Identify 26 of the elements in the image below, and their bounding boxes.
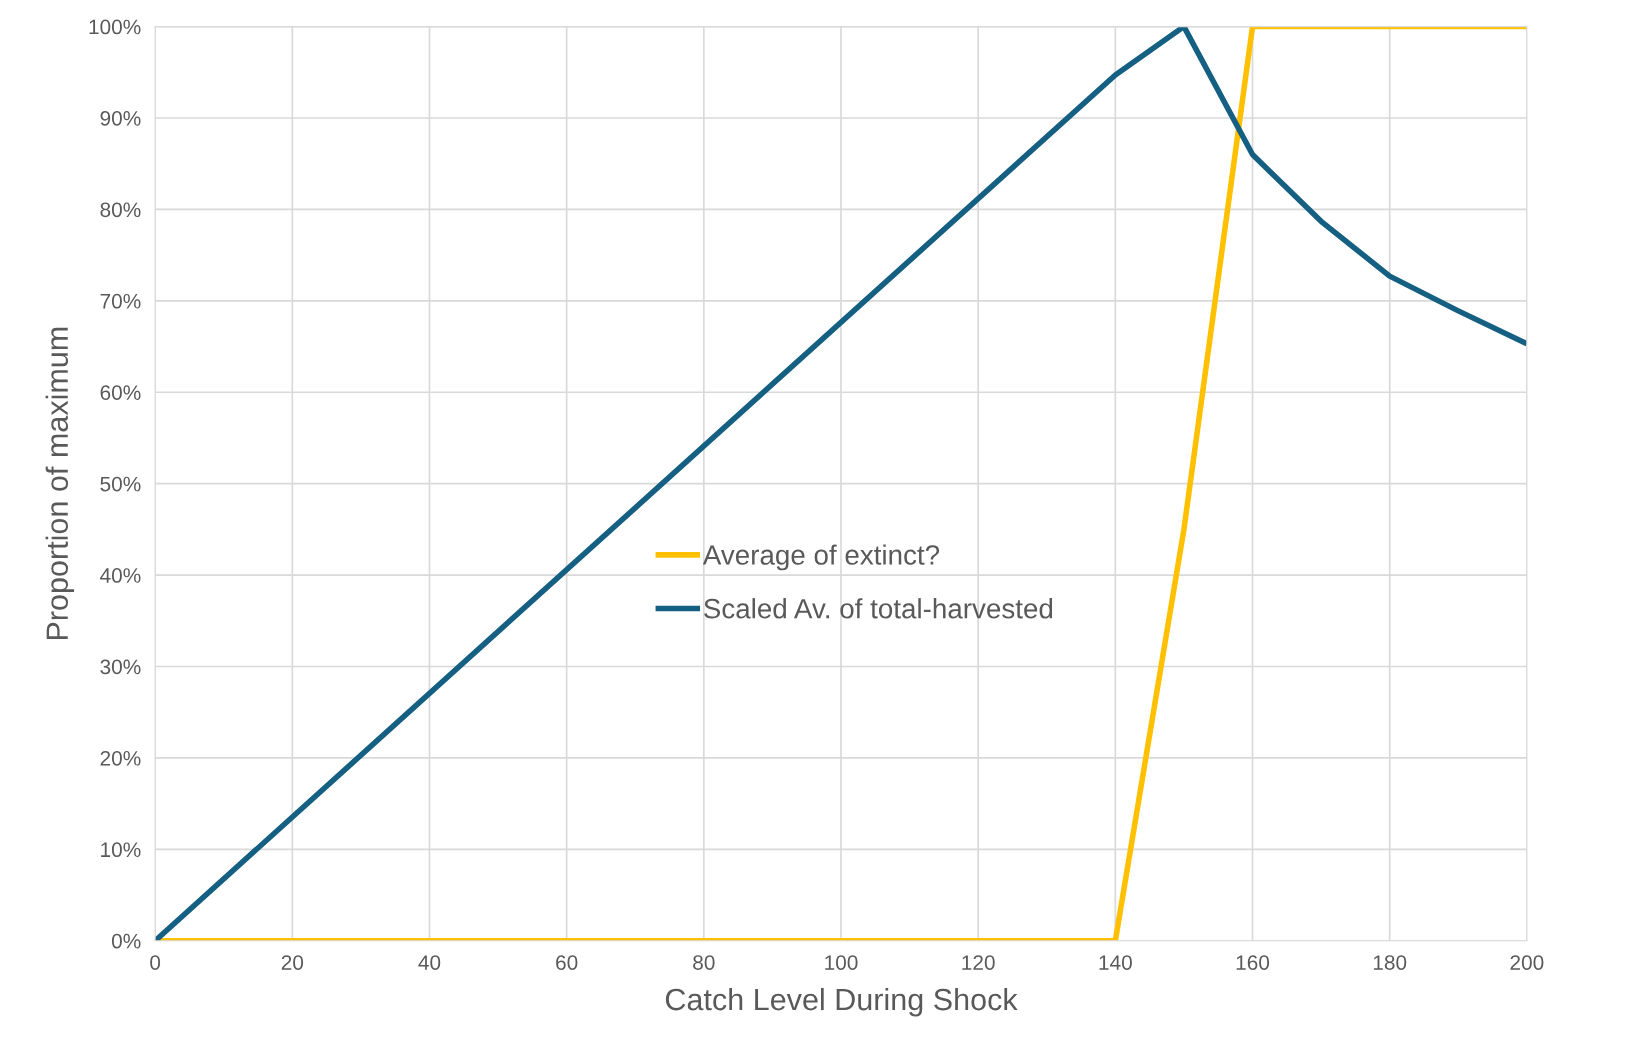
- x-tick-label: 80: [693, 955, 715, 970]
- x-tick-label: 140: [1099, 955, 1132, 970]
- y-tick-label: 60%: [100, 385, 141, 400]
- x-tick-label: 160: [1236, 955, 1270, 970]
- y-tick-label: 40%: [100, 568, 141, 583]
- legend-label: Average of extinct?: [702, 544, 940, 571]
- y-tick-label: 10%: [101, 842, 141, 858]
- x-tick-label: 60: [556, 955, 578, 970]
- x-tick-label: 120: [962, 955, 995, 970]
- y-tick-label: 90%: [100, 110, 141, 126]
- legend-label: Scaled Av. of total-harvested: [704, 598, 1053, 619]
- x-tick-label: 100: [825, 955, 858, 970]
- y-tick-label: 0%: [111, 933, 141, 949]
- y-tick-label: 100%: [89, 19, 141, 35]
- x-tick-label: 0: [150, 955, 161, 970]
- y-tick-label: 50%: [100, 476, 141, 492]
- x-tick-label: 40: [418, 955, 441, 970]
- x-tick-label: 20: [281, 955, 304, 970]
- y-tick-label: 80%: [100, 202, 141, 218]
- x-tick-label: 180: [1373, 955, 1407, 970]
- y-tick-label: 30%: [100, 659, 141, 675]
- y-axis-title: Proportion of maximum: [45, 327, 75, 640]
- y-tick-label: 70%: [100, 293, 141, 309]
- x-axis-title: Catch Level During Shock: [665, 987, 1018, 1017]
- y-tick-label: 20%: [100, 750, 141, 766]
- x-tick-label: 200: [1510, 955, 1544, 970]
